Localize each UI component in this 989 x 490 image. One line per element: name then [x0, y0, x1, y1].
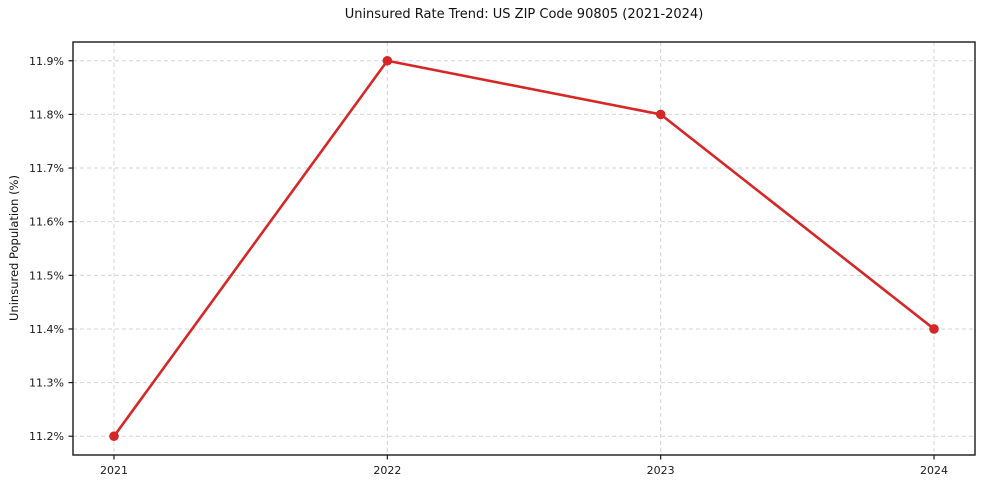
y-tick-label: 11.6%: [29, 216, 64, 229]
chart-title: Uninsured Rate Trend: US ZIP Code 90805 …: [344, 7, 704, 22]
y-tick-label: 11.7%: [29, 162, 64, 175]
y-tick-label: 11.3%: [29, 377, 64, 390]
x-tick-label: 2024: [920, 464, 948, 477]
data-point-marker: [655, 109, 666, 120]
x-tick-label: 2023: [647, 464, 675, 477]
data-point-marker: [382, 55, 393, 66]
y-tick-label: 11.5%: [29, 269, 64, 282]
plot-border: [72, 41, 976, 456]
x-tick-label: 2022: [373, 464, 401, 477]
y-tick-label: 11.2%: [29, 430, 64, 443]
y-tick-label: 11.9%: [29, 55, 64, 68]
data-point-marker: [109, 431, 119, 442]
data-point-marker: [929, 324, 939, 334]
y-tick-label: 11.4%: [29, 323, 64, 336]
y-tick-label: 11.8%: [29, 108, 64, 121]
x-tick-label: 2021: [100, 464, 128, 477]
trend-line: [112, 59, 936, 438]
